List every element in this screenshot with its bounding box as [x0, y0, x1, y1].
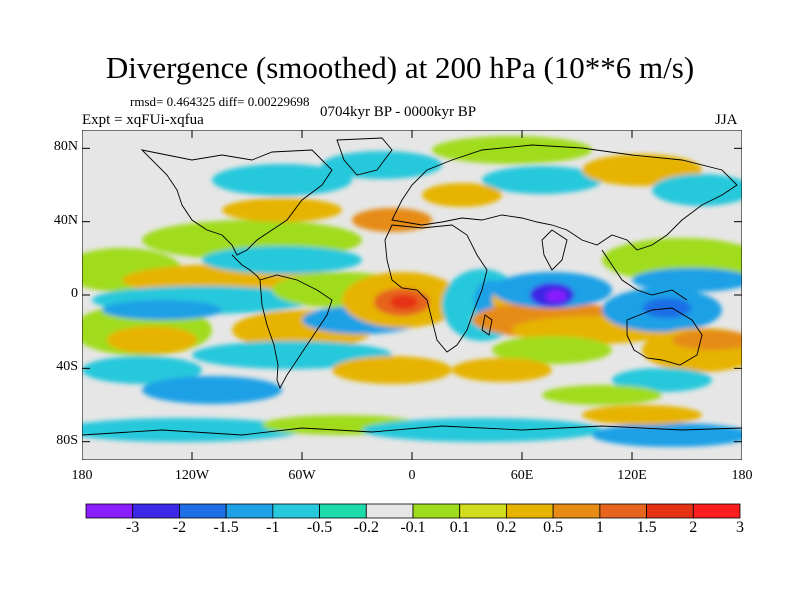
lat-tick-label: 40N — [53, 212, 78, 228]
field-blob — [107, 326, 197, 354]
coast-australia — [626, 307, 703, 366]
season-label: JJA — [715, 112, 738, 128]
coast-central-america — [231, 254, 261, 281]
colorbar-swatch — [646, 503, 694, 519]
colorbar-label: 1 — [595, 519, 604, 536]
field-blob — [482, 166, 602, 194]
rmsd-diff-stats: rmsd= 0.464325 diff= 0.00229698 — [130, 94, 310, 109]
colorbar-swatch — [506, 503, 554, 519]
colorbar-swatch — [459, 503, 507, 519]
lon-tick-label: 180 — [71, 468, 93, 483]
divergence-map — [82, 130, 742, 460]
field-blob — [672, 330, 742, 350]
lon-tick-label: 60E — [510, 468, 534, 483]
coast-greenland — [336, 137, 393, 176]
field-blob — [546, 290, 566, 302]
colorbar — [85, 503, 745, 519]
colorbar-label: 0.5 — [543, 519, 564, 536]
field-blob — [542, 385, 662, 405]
colorbar-label: -3 — [126, 519, 140, 536]
colorbar-swatch — [412, 503, 461, 519]
colorbar-swatch — [365, 503, 414, 519]
colorbar-label: -1.5 — [213, 519, 239, 536]
coast-africa — [384, 224, 488, 353]
map-plot-area — [82, 130, 742, 460]
colorbar-label: 1.5 — [636, 519, 657, 536]
lon-tick-label: 60W — [288, 468, 316, 483]
axis-ticks — [82, 130, 742, 460]
colorbar-label: 2 — [689, 519, 698, 536]
lat-tick-label: 40S — [56, 359, 78, 375]
field-blob — [222, 198, 342, 222]
field-blob — [612, 368, 712, 392]
field-blob — [452, 358, 552, 382]
field-blob — [632, 268, 742, 292]
field-blob — [422, 183, 502, 207]
colorbar-swatch — [132, 503, 180, 519]
colorbar-swatch — [319, 503, 367, 519]
lat-tick-label: 80S — [56, 432, 78, 448]
lon-tick-label: 120E — [617, 468, 647, 483]
period-label: 0704kyr BP - 0000kyr BP — [320, 104, 477, 120]
lon-tick-label: 120W — [174, 468, 210, 483]
field-blob — [432, 136, 592, 164]
field-blob — [192, 341, 392, 369]
colorbar-label: 0.1 — [449, 519, 470, 536]
coast-southeast-asia — [601, 249, 688, 301]
colorbar-swatch — [179, 503, 227, 519]
colorbar-label: -0.2 — [353, 519, 379, 536]
colorbar-swatch — [599, 503, 647, 519]
colorbar-swatch — [552, 503, 601, 519]
field-blob — [102, 300, 222, 320]
field-blob — [332, 356, 452, 384]
colorbar-swatch — [692, 503, 741, 519]
field-blob — [362, 418, 602, 442]
colorbar-label: -1 — [266, 519, 280, 536]
coast-antarctica — [82, 425, 742, 436]
colorbar-label: 0.2 — [496, 519, 517, 536]
coast-europe-asia — [391, 144, 738, 251]
lat-tick-label: 80N — [53, 139, 78, 155]
field-blob — [582, 405, 702, 425]
coast-south-america — [259, 274, 333, 390]
colorbar-boxes — [85, 503, 741, 519]
colorbar-swatch — [85, 503, 134, 519]
field-blob — [390, 295, 418, 309]
lat-tick-label: 0 — [71, 286, 78, 301]
colorbar-swatch — [272, 503, 320, 519]
field-blob — [142, 376, 282, 404]
coast-north-america — [140, 149, 333, 256]
lon-tick-label: 180 — [731, 468, 753, 483]
field-blob — [82, 418, 302, 442]
field-blob — [492, 336, 612, 364]
coastlines — [82, 137, 742, 436]
coast-madagascar — [481, 314, 493, 336]
lon-tick-label: 0 — [408, 468, 416, 483]
colorbar-label: -2 — [172, 519, 187, 536]
colorbar-label: 3 — [736, 519, 744, 536]
colorbar-swatch — [225, 503, 274, 519]
field-blob — [82, 356, 202, 384]
map-title: Divergence (smoothed) at 200 hPa (10**6 … — [105, 50, 695, 85]
field-blob — [322, 151, 442, 179]
colorbar-label: -0.5 — [306, 519, 333, 536]
coast-india — [541, 229, 568, 271]
field-blob — [643, 298, 691, 318]
experiment-label: Expt = xqFUi-xqfua — [82, 112, 204, 128]
colorbar-label: -0.1 — [400, 519, 426, 536]
field-blob — [212, 164, 352, 196]
field-blob — [652, 174, 742, 206]
field-blob — [202, 246, 362, 274]
